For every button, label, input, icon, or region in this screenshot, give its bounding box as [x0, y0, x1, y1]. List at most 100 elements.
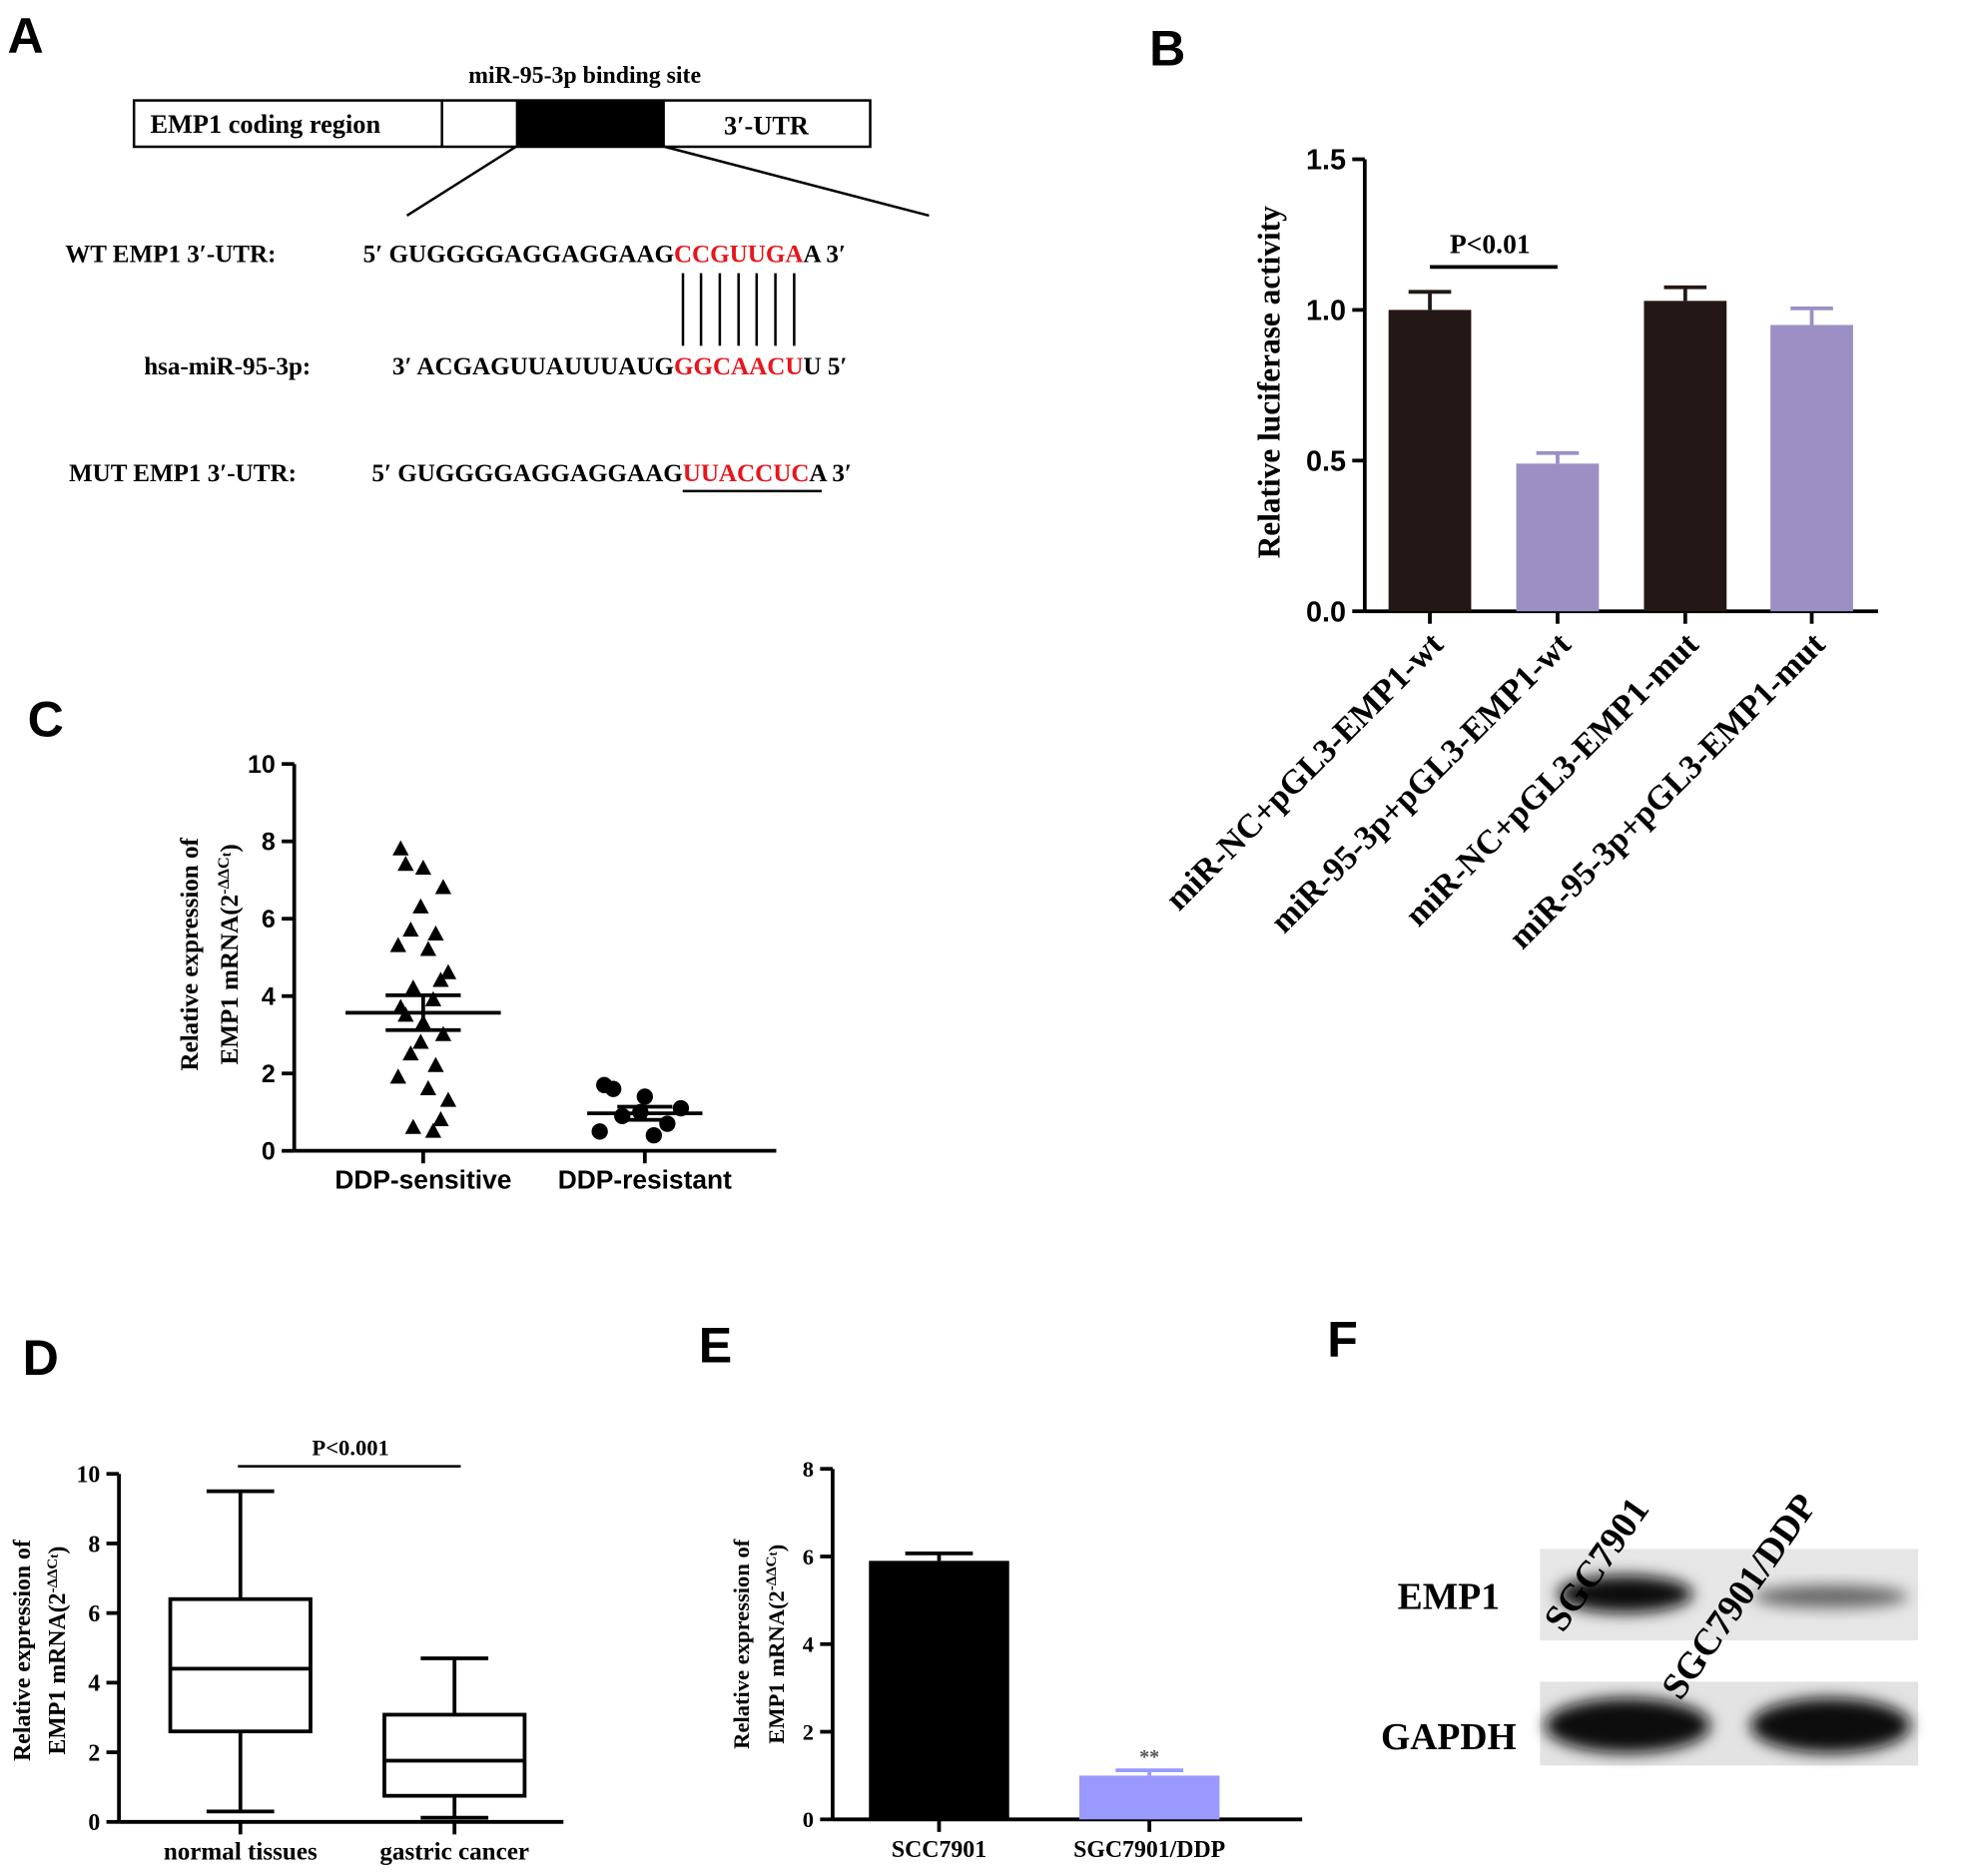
- gene-box: [132, 99, 872, 149]
- y-tick-label: 10: [77, 1463, 101, 1489]
- y-label-part: Relative expression of: [729, 1539, 754, 1749]
- y-label-part: EMP1 mRNA(2: [764, 1590, 789, 1744]
- y-label-part: -ΔΔC: [764, 1556, 780, 1590]
- x-tick-label: DDP-resistant: [558, 1164, 732, 1194]
- y-axis-label: EMP1 mRNA(2-ΔΔCt): [214, 844, 245, 1064]
- y-tick-label: 8: [88, 1532, 100, 1558]
- x-tick-label: SCC7901: [892, 1837, 986, 1863]
- y-label-part: ): [217, 844, 244, 852]
- y-tick-label: 2: [88, 1740, 100, 1766]
- point: [414, 860, 431, 876]
- point: [424, 990, 442, 1006]
- y-tick-label: 2: [803, 1719, 814, 1744]
- bar: [1643, 301, 1727, 612]
- point: [412, 898, 429, 914]
- point: [392, 840, 409, 856]
- site-label: miR-95-3p binding site: [468, 63, 701, 89]
- y-tick-label: 6: [88, 1601, 100, 1627]
- y-tick-label: 4: [88, 1671, 100, 1697]
- point: [402, 922, 419, 938]
- point: [404, 979, 421, 995]
- sequence: 3′ ACGAGUUAUUUAUGGGCAACUU 5′: [392, 353, 848, 380]
- zoom-line: [405, 145, 517, 218]
- point: [389, 937, 406, 952]
- panel-letter: F: [1327, 1311, 1358, 1367]
- point: [439, 963, 457, 979]
- point: [432, 1110, 449, 1126]
- seq-part: 5′ GUGGGGAGGAGGAAG: [363, 241, 674, 268]
- y-tick-label: 1.5: [1306, 145, 1346, 177]
- y-label-part: ): [45, 1547, 71, 1555]
- y-label-part: EMP1 mRNA(2: [217, 895, 244, 1065]
- y-axis-label: Relative expression of: [729, 1539, 754, 1749]
- panel-a: miR-95-3p binding site EMP1 coding regio…: [65, 63, 930, 487]
- protein-label: EMP1: [1398, 1576, 1500, 1618]
- protein-label: GAPDH: [1381, 1716, 1517, 1758]
- point: [432, 971, 449, 987]
- seq-part: 5′ GUGGGGAGGAGGAAG: [371, 460, 682, 487]
- y-label-part: Relative expression of: [10, 1539, 36, 1761]
- band: [1750, 1697, 1911, 1753]
- point: [412, 1033, 429, 1049]
- y-tick-label: 8: [262, 828, 276, 856]
- pairing-lines: [681, 273, 796, 346]
- panel-f: SGC7901 SGC7901/DDP EMP1 GAPDH: [1381, 1487, 1919, 1766]
- row-label: MUT EMP1 3′-UTR:: [69, 460, 297, 487]
- bar: [869, 1561, 1009, 1820]
- panel-letter: E: [699, 1318, 732, 1374]
- panel-letter: C: [28, 692, 64, 748]
- point: [419, 940, 437, 956]
- x-tick-label: DDP-sensitive: [334, 1164, 511, 1194]
- y-tick-label: 2: [262, 1060, 276, 1088]
- y-tick-label: 0: [803, 1807, 814, 1832]
- point: [434, 1025, 452, 1041]
- point: [434, 879, 452, 895]
- y-tick-label: 4: [262, 982, 276, 1010]
- annotation: **: [1139, 1746, 1159, 1768]
- row-label: WT EMP1 3′-UTR:: [65, 241, 276, 268]
- x-tick-label: normal tissues: [164, 1838, 318, 1865]
- coding-region: EMP1 coding region: [150, 110, 380, 139]
- y-tick-label: 6: [262, 906, 276, 934]
- y-label-part: t: [219, 852, 234, 857]
- sequence: 5′ GUGGGGAGGAGGAAGCCGUUGAA 3′: [363, 241, 846, 268]
- point: [645, 1127, 662, 1144]
- y-axis-label: EMP1 mRNA(2-ΔΔCt): [45, 1547, 71, 1755]
- point: [389, 1068, 406, 1084]
- y-label-part: ): [764, 1545, 789, 1553]
- panel-letter: D: [23, 1330, 59, 1386]
- band: [1752, 1584, 1909, 1608]
- seq-site: UUACCUC: [683, 460, 810, 487]
- y-label-part: t: [47, 1554, 61, 1559]
- point: [591, 1123, 608, 1140]
- band: [1545, 1697, 1710, 1753]
- seq-part: A 3′: [809, 460, 852, 487]
- point: [397, 856, 414, 872]
- seq-site: GGCAACU: [674, 353, 804, 380]
- y-axis-label: Relative luciferase activity: [1252, 206, 1287, 559]
- annotation: P<0.001: [312, 1435, 388, 1460]
- annotation: P<0.01: [1450, 229, 1531, 260]
- y-tick-label: 10: [248, 751, 276, 779]
- bar: [1770, 324, 1853, 612]
- seq-site: CCGUUGA: [674, 241, 804, 268]
- point: [419, 1079, 437, 1095]
- y-tick-label: 0.5: [1306, 445, 1346, 477]
- y-label-part: t: [766, 1551, 780, 1556]
- point: [404, 1118, 421, 1134]
- panel-letter: B: [1149, 20, 1185, 76]
- y-label-part: Relative expression of: [177, 837, 204, 1070]
- bar: [1516, 463, 1600, 612]
- box: [382, 1712, 527, 1798]
- utr-label: 3′-UTR: [724, 111, 810, 140]
- y-tick-label: 6: [803, 1545, 814, 1569]
- bar: [1388, 310, 1472, 612]
- y-tick-label: 4: [803, 1632, 814, 1657]
- seq-part: 3′ ACGAGUUAUUUAUG: [392, 353, 674, 380]
- y-tick-label: 0: [88, 1810, 100, 1836]
- point: [427, 925, 444, 940]
- x-tick-label: gastric cancer: [379, 1838, 529, 1865]
- point: [427, 1056, 444, 1072]
- point: [605, 1080, 622, 1097]
- y-label-part: EMP1 mRNA(2: [45, 1592, 71, 1754]
